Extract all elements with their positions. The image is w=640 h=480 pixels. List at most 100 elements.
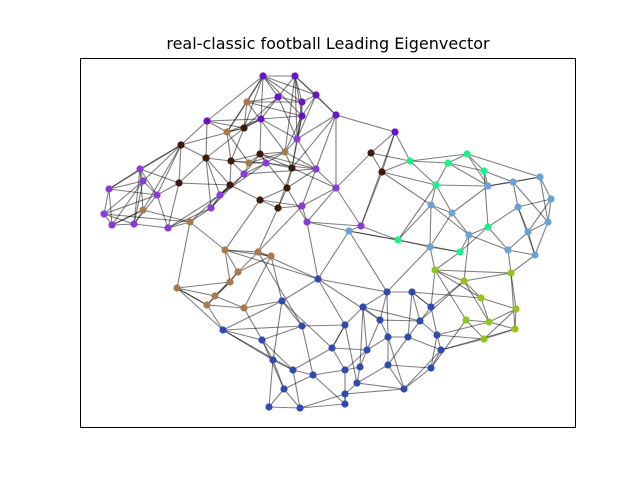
graph-edge — [344, 324, 358, 384]
graph-node — [226, 181, 234, 189]
graph-edge — [409, 160, 449, 164]
graph-edge — [206, 120, 228, 133]
graph-node — [359, 303, 367, 311]
graph-node — [460, 277, 468, 285]
graph-node — [427, 364, 435, 372]
graph-edge — [440, 338, 485, 351]
graph-node — [274, 204, 282, 212]
graph-edge — [534, 221, 549, 256]
graph-edge — [407, 291, 413, 338]
graph-edge — [108, 188, 113, 226]
graph-node — [408, 288, 416, 296]
graph-node — [437, 346, 445, 354]
graph-node — [298, 98, 306, 106]
graph-node — [211, 292, 219, 300]
graph-edge — [317, 278, 346, 326]
graph-node — [289, 366, 297, 374]
graph-edge — [243, 162, 267, 175]
graph-edge — [260, 118, 298, 140]
graph-edge — [547, 198, 552, 223]
graph-node — [511, 325, 519, 333]
graph-edge — [206, 75, 264, 122]
graph-edge — [259, 118, 262, 155]
graph-edge — [507, 249, 536, 256]
graph-node — [345, 227, 353, 235]
graph-node — [480, 167, 488, 175]
plot-area — [80, 58, 576, 428]
graph-edge — [483, 170, 489, 228]
graph-edge — [156, 194, 169, 229]
graph-node — [283, 184, 291, 192]
graph-node — [514, 203, 522, 211]
graph-edge — [133, 223, 169, 229]
graph-edge — [261, 325, 303, 341]
graph-edge — [381, 171, 437, 186]
graph-node — [465, 231, 473, 239]
graph-edge — [243, 300, 283, 309]
graph-node — [234, 268, 242, 276]
graph-node — [243, 98, 251, 106]
graph-edge — [317, 230, 350, 280]
graph-edge — [108, 180, 144, 190]
graph-edge — [517, 198, 552, 208]
graph-node — [341, 366, 349, 374]
graph-node — [332, 184, 340, 192]
graph-node — [507, 269, 515, 277]
graph-node — [291, 72, 299, 80]
graph-edge — [483, 170, 514, 183]
graph-node — [257, 115, 265, 123]
graph-edge — [539, 176, 549, 223]
graph-edge — [459, 226, 489, 253]
graph-edge — [284, 75, 296, 153]
graph-edge — [430, 204, 453, 214]
graph-edge — [510, 254, 536, 274]
graph-edge — [434, 269, 482, 299]
graph-node — [130, 220, 138, 228]
graph-node — [153, 191, 161, 199]
graph-edge — [397, 204, 432, 241]
graph-edge — [226, 131, 232, 162]
graph-edge — [429, 246, 436, 271]
graph-edge — [409, 160, 437, 186]
graph-node — [280, 385, 288, 393]
graph-edge — [224, 199, 261, 251]
graph-edge — [344, 306, 364, 326]
graph-edge — [366, 336, 389, 351]
graph-edge — [436, 321, 490, 336]
graph-edge — [370, 152, 383, 173]
graph-edge — [291, 167, 337, 189]
graph-edge — [205, 157, 231, 186]
graph-edge — [301, 187, 337, 207]
graph-node — [547, 195, 555, 203]
graph-node — [203, 117, 211, 125]
graph-edge — [178, 144, 182, 184]
graph-node — [431, 266, 439, 274]
graph-edge — [139, 168, 180, 184]
graph-edge — [403, 349, 442, 390]
graph-node — [433, 331, 441, 339]
graph-edge — [260, 115, 303, 120]
graph-node — [108, 221, 116, 229]
graph-edge — [539, 176, 552, 200]
graph-node — [258, 336, 266, 344]
graph-node — [391, 128, 399, 136]
graph-node — [175, 179, 183, 187]
graph-edge — [180, 120, 208, 146]
graph-edge — [246, 96, 279, 103]
graph-edge — [142, 144, 182, 211]
graph-edge — [315, 114, 337, 170]
graph-edge — [111, 209, 144, 226]
graph-edge — [512, 181, 549, 223]
graph-node — [254, 248, 262, 256]
graph-edge — [222, 325, 303, 331]
graph-edge — [463, 272, 512, 282]
graph-edge — [103, 180, 144, 215]
graph-edge — [229, 184, 261, 201]
graph-edge — [344, 349, 368, 371]
graph-edge — [527, 198, 552, 233]
graph-edge — [435, 184, 453, 214]
graph-edge — [178, 157, 207, 184]
graph-edge — [111, 180, 144, 226]
graph-edge — [176, 287, 224, 331]
graph-edge — [411, 291, 421, 322]
